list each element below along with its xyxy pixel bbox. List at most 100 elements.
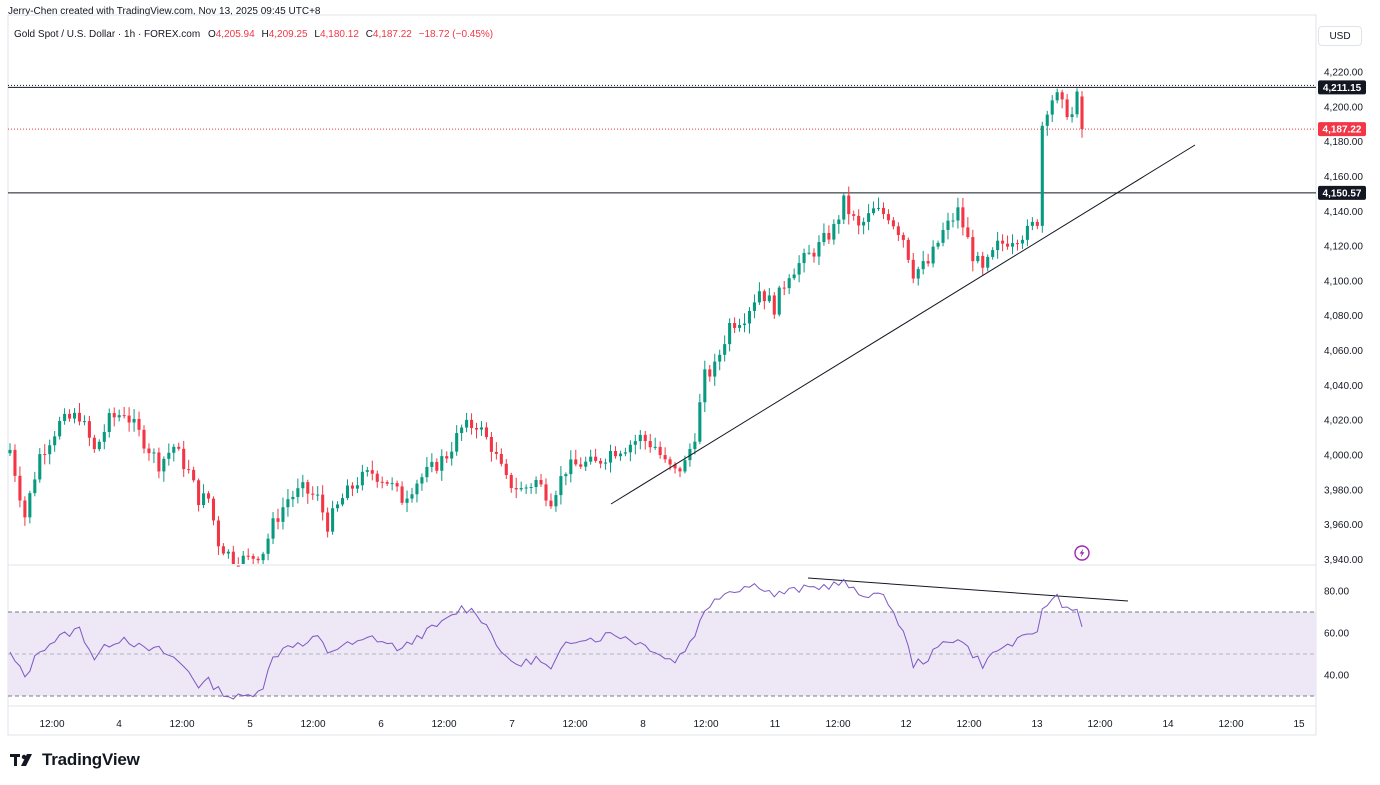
candle-body <box>63 413 67 421</box>
candle-body <box>867 213 871 222</box>
rsi-tick-label: 60.00 <box>1324 629 1349 640</box>
candle-body <box>891 220 895 227</box>
candle-body <box>613 451 618 457</box>
candle-body <box>43 454 47 456</box>
candle-body <box>187 469 191 471</box>
candle-body <box>638 434 642 442</box>
candle-body <box>673 464 677 469</box>
candle-body <box>1035 221 1039 226</box>
time-tick-label: 15 <box>1293 719 1305 730</box>
price-tick-label: 3,940.00 <box>1324 555 1363 566</box>
candle-body <box>137 418 141 430</box>
price-axis[interactable]: 4,220.00 4,200.00 4,180.00 4,160.00 4,140.00… <box>1324 68 1363 566</box>
candle-body <box>440 456 444 471</box>
candle-body <box>177 446 181 449</box>
open-label: O <box>207 29 216 40</box>
candle-body <box>326 512 330 532</box>
candle-body <box>807 252 811 254</box>
price-tick-label: 4,220.00 <box>1324 68 1363 79</box>
price-chart[interactable]: 4,220.00 4,200.00 4,180.00 4,160.00 4,140.00… <box>0 0 1380 740</box>
candle-body <box>28 493 32 518</box>
candle-body <box>876 207 881 209</box>
candle-body <box>306 482 310 494</box>
candle-body <box>738 325 742 328</box>
candle-body <box>211 498 216 521</box>
candle-body <box>331 508 335 532</box>
price-tick-label: 4,180.00 <box>1324 137 1363 148</box>
candle-body <box>350 485 354 489</box>
candle-body <box>941 230 945 243</box>
price-tag-label: 4,150.57 <box>1323 188 1362 199</box>
candle-body <box>886 214 890 221</box>
candle-body <box>162 458 166 472</box>
candle-body <box>693 441 697 449</box>
candle-body <box>1080 96 1084 130</box>
high-value: 4,209.25 <box>268 29 308 40</box>
candle-body <box>380 481 384 483</box>
candle-body <box>281 507 285 522</box>
currency-button[interactable]: USD <box>1318 26 1362 46</box>
candle-body <box>375 473 379 482</box>
candle-body <box>991 250 995 257</box>
candle-body <box>1040 125 1044 226</box>
candle-body <box>534 480 538 488</box>
candle-body <box>872 208 876 214</box>
candle-body <box>345 485 350 499</box>
candle-body <box>772 295 776 315</box>
candle-body <box>757 291 761 303</box>
candle-body <box>663 455 667 460</box>
candle-body <box>340 498 345 505</box>
price-trendline <box>610 144 1196 505</box>
lightning-icon[interactable] <box>1074 545 1090 561</box>
candle-body <box>102 432 106 442</box>
time-tick-label: 12:00 <box>825 719 850 730</box>
candles <box>8 88 1084 567</box>
price-tick-label: 4,120.00 <box>1324 242 1363 253</box>
candle-body <box>896 226 900 236</box>
candle-body <box>425 466 429 478</box>
candle-body <box>202 493 206 506</box>
candle-body <box>589 456 593 462</box>
time-tick-label: 4 <box>116 719 122 730</box>
chart-credit: Jerry-Chen created with TradingView.com,… <box>8 6 321 17</box>
candle-body <box>18 475 22 501</box>
candle-body <box>628 444 632 453</box>
candle-body <box>385 482 389 484</box>
symbol-title[interactable]: Gold Spot / U.S. Dollar · 1h · FOREX.com <box>14 29 201 40</box>
candle-body <box>529 487 533 489</box>
candle-body <box>261 553 265 561</box>
logo-text: TradingView <box>42 750 140 769</box>
price-tag-bg <box>1318 185 1366 200</box>
candle-body <box>167 452 171 459</box>
tradingview-logo[interactable]: TradingView <box>10 750 140 770</box>
time-tick-label: 12:00 <box>169 719 194 730</box>
candle-body <box>291 496 295 500</box>
candle-body <box>489 437 493 452</box>
time-axis[interactable]: 12:00 4 12:00 5 12:00 6 12:00 7 12:00 8 12:00 11 12:… <box>39 719 1305 730</box>
candle-body <box>479 427 484 430</box>
candle-body <box>400 486 404 503</box>
candle-body <box>226 551 230 554</box>
candle-body <box>966 227 970 238</box>
trendlines[interactable] <box>610 144 1196 602</box>
candle-body <box>221 546 225 554</box>
candle-body <box>842 195 846 220</box>
candle-body <box>1025 225 1029 240</box>
candle-body <box>1001 240 1005 244</box>
candle-body <box>470 419 474 428</box>
rsi-band <box>8 611 1316 697</box>
rsi-tick-label: 80.00 <box>1324 587 1349 598</box>
price-tag-label: 4,187.22 <box>1323 125 1362 136</box>
candle-body <box>172 446 176 453</box>
candle-body <box>38 454 42 480</box>
candle-body <box>1015 243 1020 245</box>
candle-body <box>1010 243 1015 247</box>
candle-body <box>430 461 434 467</box>
candle-body <box>142 429 146 449</box>
candle-body <box>584 461 588 467</box>
rsi-line <box>9 578 1083 700</box>
candle-body <box>718 354 722 362</box>
candle-body <box>197 480 201 506</box>
candle-body <box>832 224 836 240</box>
candle-body <box>1075 91 1079 115</box>
